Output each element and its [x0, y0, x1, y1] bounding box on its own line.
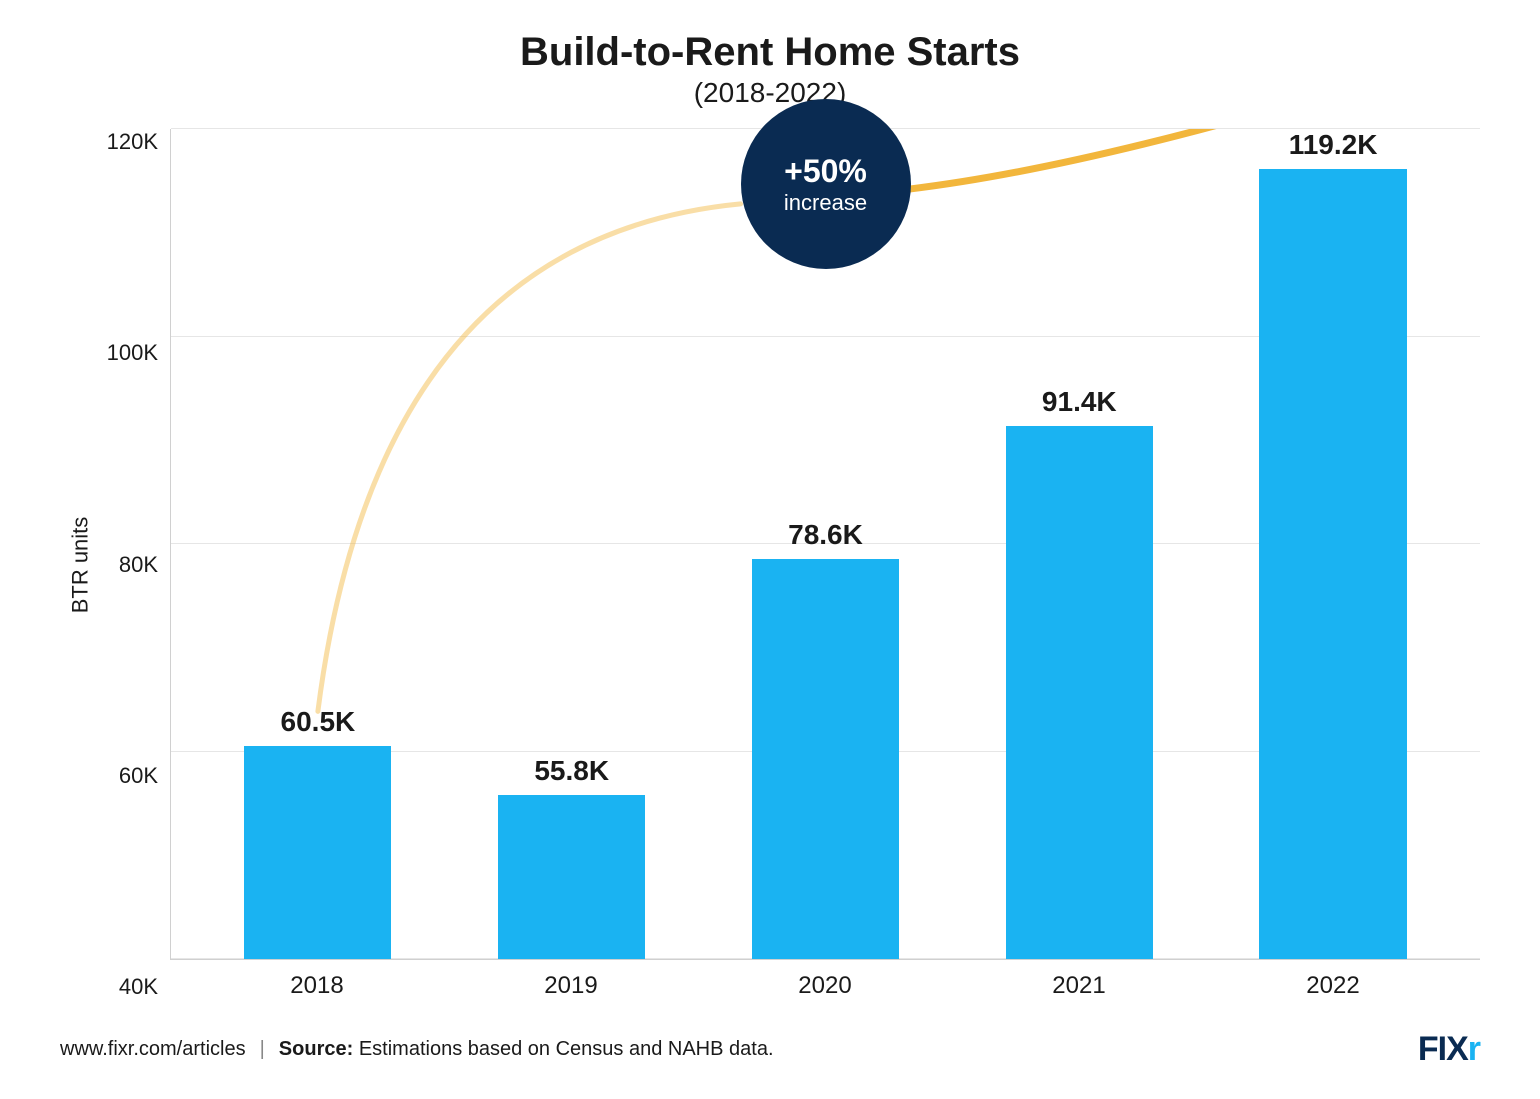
footer-source-text: Estimations based on Census and NAHB dat…	[359, 1038, 774, 1060]
bar-value-label: 91.4K	[1042, 386, 1117, 418]
footer-source-label: Source:	[279, 1038, 353, 1060]
bar-column: 60.5K	[191, 129, 445, 959]
footer-left: www.fixr.com/articles | Source: Estimati…	[60, 1038, 774, 1061]
bar-value-label: 60.5K	[281, 706, 356, 738]
x-tick-label: 2021	[952, 972, 1206, 1000]
callout-label: increase	[784, 190, 867, 216]
increase-callout: +50% increase	[741, 99, 911, 269]
y-tick-label: 80K	[100, 552, 158, 578]
bar-value-label: 119.2K	[1289, 129, 1378, 161]
y-axis-label-wrap: BTR units	[60, 129, 100, 1000]
bar	[752, 559, 899, 959]
x-tick-label: 2022	[1206, 972, 1460, 1000]
logo-main: FIX	[1418, 1030, 1468, 1069]
footer-url: www.fixr.com/articles	[60, 1038, 246, 1061]
logo-accent: r	[1468, 1030, 1480, 1069]
bar-column: 119.2K	[1206, 129, 1460, 959]
footer-separator: |	[260, 1038, 265, 1061]
x-tick-label: 2020	[698, 972, 952, 1000]
y-tick-label: 100K	[100, 340, 158, 366]
chart-title: Build-to-Rent Home Starts	[60, 30, 1480, 75]
x-tick-label: 2019	[444, 972, 698, 1000]
y-axis-label: BTR units	[67, 516, 93, 613]
bar	[244, 746, 391, 959]
callout-percent: +50%	[784, 153, 867, 190]
plot-wrap: 60.5K 55.8K 78.6K 91.4K 119.2K +50% increase…	[170, 129, 1480, 1000]
y-tick-label: 120K	[100, 129, 158, 155]
bar-column: 55.8K	[445, 129, 699, 959]
bar	[1006, 426, 1153, 959]
bar-column: 91.4K	[952, 129, 1206, 959]
x-axis-labels: 20182019202020212022	[170, 960, 1480, 1000]
footer: www.fixr.com/articles | Source: Estimati…	[60, 1025, 1480, 1069]
title-block: Build-to-Rent Home Starts (2018-2022)	[60, 30, 1480, 109]
chart-area: BTR units 120K 100K 80K 60K 40K 60.5K 55.8K 78…	[60, 129, 1480, 1000]
bar-value-label: 55.8K	[534, 755, 609, 787]
y-tick-label: 40K	[100, 974, 158, 1000]
bar	[1259, 169, 1406, 959]
bar-value-label: 78.6K	[788, 519, 863, 551]
fixr-logo: FIXr	[1418, 1030, 1480, 1069]
y-axis-ticks: 120K 100K 80K 60K 40K	[100, 129, 170, 1000]
y-tick-label: 60K	[100, 763, 158, 789]
bar	[498, 795, 645, 959]
chart-container: Build-to-Rent Home Starts (2018-2022) BT…	[0, 0, 1540, 1099]
plot-region: 60.5K 55.8K 78.6K 91.4K 119.2K +50% increase	[170, 129, 1480, 960]
x-tick-label: 2018	[190, 972, 444, 1000]
chart-subtitle: (2018-2022)	[60, 77, 1480, 109]
